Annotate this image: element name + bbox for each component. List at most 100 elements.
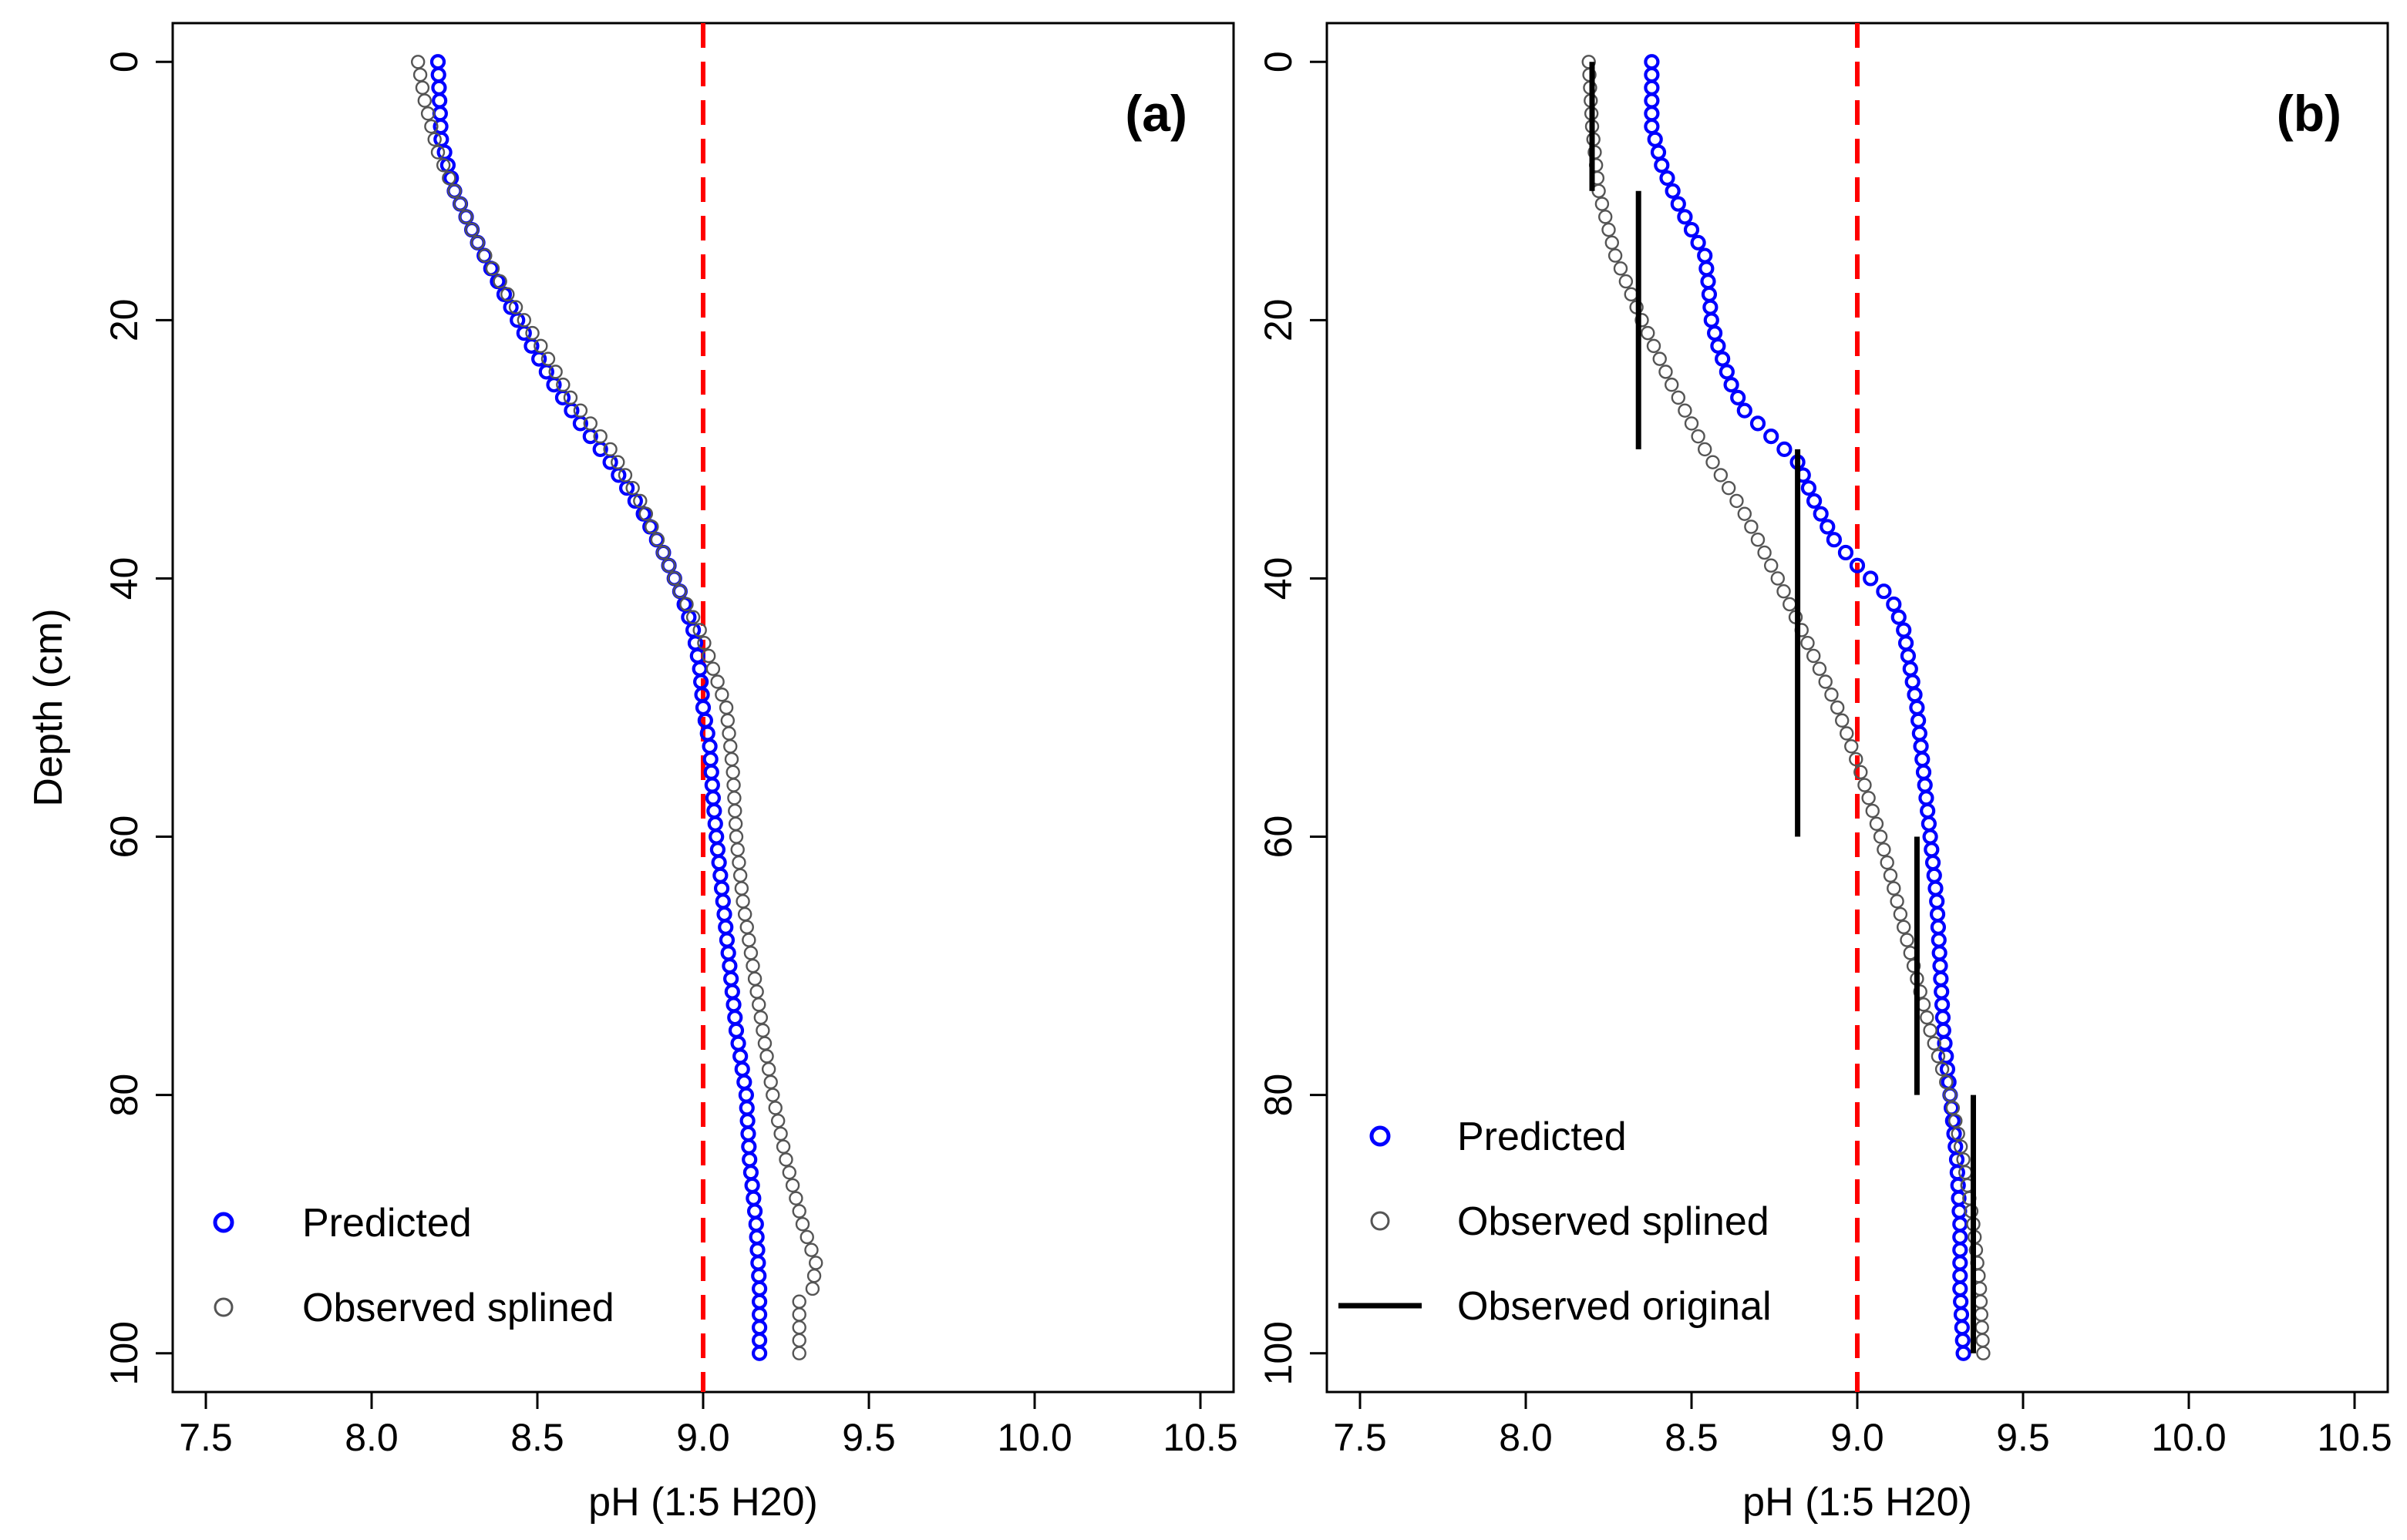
point-observed-splined [1613, 261, 1628, 276]
point-observed-splined [1893, 906, 1908, 922]
point-predicted [739, 1113, 756, 1129]
point-observed-splined [763, 1074, 778, 1090]
point-observed-splined [1830, 700, 1845, 715]
point-predicted [711, 854, 727, 871]
point-observed-splined [1776, 584, 1791, 599]
point-observed-splined [805, 1281, 820, 1296]
point-observed-splined [611, 455, 625, 469]
point-observed-splined [719, 700, 734, 715]
point-predicted [736, 1074, 752, 1090]
point-observed-splined [1835, 713, 1850, 728]
point-observed-splined [411, 55, 426, 69]
point-observed-splined [743, 946, 759, 960]
point-observed-splined [1934, 1061, 1950, 1077]
chart-panel-a: 7.5 8.0 8.5 9.0 9.5 10.0 10.5 pH (1:5 H20) 0 20 40… [26, 22, 1238, 1525]
point-observed-splined [1721, 480, 1736, 496]
legend-symbol-observed-splined [214, 1297, 234, 1317]
point-observed-splined [739, 920, 754, 935]
legend: Predicted Observed splined Observed origin… [1338, 1115, 1772, 1329]
point-observed-splined [1906, 958, 1921, 973]
point-observed-splined [1976, 1346, 1991, 1360]
point-observed-splined [1861, 791, 1876, 805]
point-predicted [704, 777, 720, 793]
point-predicted [712, 867, 729, 883]
point-predicted [738, 1087, 755, 1103]
point-observed-splined [773, 1126, 788, 1142]
x-axis-label: pH (1:5 H20) [588, 1480, 818, 1525]
point-observed-splined [692, 623, 707, 637]
point-predicted [1951, 1203, 1968, 1219]
point-predicted [719, 932, 736, 948]
point-predicted [1952, 1229, 1968, 1246]
point-observed-splined [792, 1333, 806, 1348]
point-predicted [1954, 1332, 1971, 1349]
point-predicted [741, 1138, 757, 1155]
x-tick-label: 8.0 [345, 1416, 399, 1459]
legend-symbol-predicted [1369, 1125, 1391, 1147]
point-observed-splined [1744, 519, 1759, 534]
x-axis-label: pH (1:5 H20) [1742, 1480, 1972, 1525]
point-predicted [1915, 764, 1932, 780]
point-predicted [1931, 945, 1947, 961]
point-observed-splined [1877, 842, 1891, 857]
point-predicted [1806, 493, 1823, 509]
series-predicted [429, 54, 768, 1361]
point-observed-splined [1757, 545, 1772, 560]
point-predicted [1934, 1010, 1951, 1026]
point-observed-splined [638, 506, 654, 521]
point-observed-splined [525, 325, 540, 341]
point-predicted [1890, 609, 1907, 625]
point-observed-splined [1857, 778, 1872, 792]
x-tick-label: 10.0 [2151, 1416, 2226, 1459]
point-observed-splined [1973, 1294, 1988, 1309]
y-tick-label: 80 [1257, 1074, 1300, 1117]
point-predicted [742, 1152, 758, 1168]
point-predicted [1953, 1293, 1969, 1310]
point-predicted [1849, 557, 1866, 573]
point-predicted [725, 997, 742, 1013]
point-observed-splined [1691, 429, 1705, 444]
y-tick-label: 40 [1257, 557, 1300, 600]
point-observed-splined [1618, 274, 1634, 289]
point-predicted [702, 751, 719, 768]
point-predicted [750, 1255, 766, 1271]
point-predicted [431, 79, 447, 96]
point-predicted [1930, 919, 1947, 935]
point-observed-splined [715, 688, 729, 702]
point-observed-splined [1594, 197, 1610, 211]
point-predicted [728, 1022, 745, 1038]
point-predicted [1929, 906, 1946, 923]
point-observed-splined [710, 674, 725, 689]
point-predicted [709, 842, 726, 858]
point-predicted [1863, 570, 1879, 587]
legend: Predicted Observed splined [213, 1201, 614, 1330]
point-predicted [1654, 157, 1670, 173]
point-observed-splined [1812, 661, 1827, 676]
point-observed-splined [618, 468, 633, 483]
point-predicted [1683, 221, 1700, 238]
point-observed-splined [442, 170, 456, 186]
point-observed-splined [1931, 1049, 1946, 1064]
point-observed-splined [633, 493, 648, 509]
point-predicted [727, 1010, 743, 1026]
x-tick-label: 7.5 [179, 1416, 233, 1459]
point-observed-splined [792, 1294, 806, 1309]
point-observed-splined [789, 1191, 803, 1205]
point-predicted [720, 945, 736, 961]
point-observed-splined [732, 868, 748, 883]
point-observed-splined [508, 300, 523, 314]
point-predicted [627, 493, 643, 509]
point-observed-splined [593, 429, 608, 444]
point-predicted [751, 1293, 768, 1310]
point-observed-splined [1678, 403, 1692, 418]
point-predicted [695, 699, 712, 716]
point-predicted [1826, 532, 1842, 548]
point-predicted [709, 829, 725, 845]
x-tick-label: 9.5 [1996, 1416, 2050, 1459]
point-observed-splined [415, 80, 430, 95]
point-observed-splined [1896, 920, 1911, 935]
point-observed-splined [1951, 1126, 1965, 1142]
y-tick-label: 0 [1257, 51, 1300, 72]
point-predicted [1910, 712, 1927, 728]
